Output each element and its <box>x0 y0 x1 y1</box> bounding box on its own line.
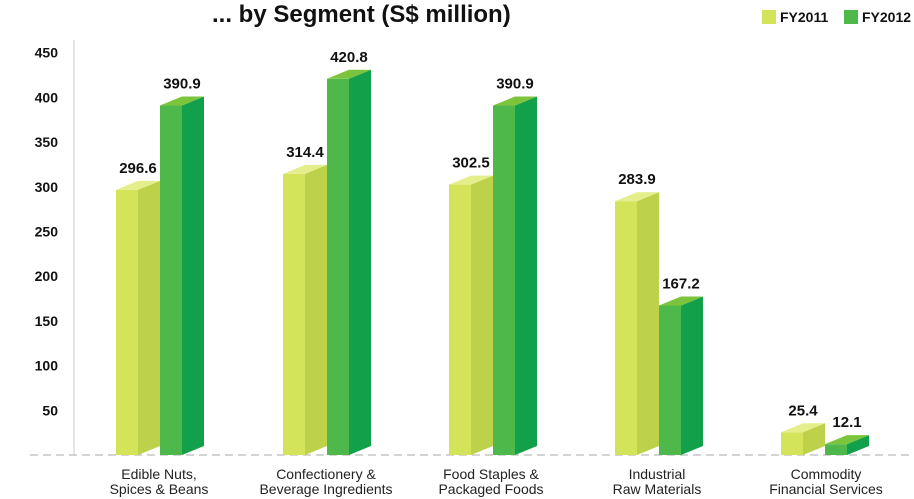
bar-top-face <box>825 435 869 445</box>
y-tick-label: 150 <box>35 313 59 329</box>
bar-top-face <box>283 164 327 174</box>
bar-front-face <box>781 432 803 455</box>
legend-label-fy2012: FY2012 <box>862 9 911 25</box>
bar-fy2011 <box>116 180 160 455</box>
bar-top-face <box>449 175 493 185</box>
y-tick-label: 400 <box>35 89 59 105</box>
bar-fy2012 <box>327 69 371 455</box>
bar-front-face <box>116 189 138 455</box>
bar-front-face <box>615 201 637 455</box>
y-tick-label: 300 <box>35 179 59 195</box>
y-axis-ticks: 50 100 150 200 250 300 350 400 450 <box>35 45 59 419</box>
value-label-fy2012: 167.2 <box>662 276 700 293</box>
bar-top-face <box>781 423 825 433</box>
category-label: Confectionery & <box>276 466 376 482</box>
bar-fy2011 <box>449 175 493 455</box>
legend-swatch-fy2012 <box>844 10 858 24</box>
bar-top-face <box>327 69 371 79</box>
y-tick-label: 200 <box>35 268 59 284</box>
value-labels: 296.6 314.4 302.5 283.9 25.4 390.9 420.8 390.9 1… <box>119 49 861 431</box>
bar-front-face <box>659 305 681 455</box>
bar-side-face <box>681 296 703 455</box>
bar-front-face <box>160 105 182 455</box>
bar-fy2012 <box>659 296 703 455</box>
category-labels: Edible Nuts,Spices & Beans Confectionery … <box>110 466 883 497</box>
legend-label-fy2011: FY2011 <box>780 9 828 25</box>
category-label: Commodity <box>791 466 862 482</box>
legend-swatch-fy2011 <box>762 10 776 24</box>
bar-side-face <box>847 435 869 455</box>
value-label-fy2011: 296.6 <box>119 160 157 177</box>
bar-side-face <box>471 175 493 455</box>
bar-side-face <box>349 69 371 455</box>
category-label: Industrial <box>629 466 686 482</box>
bar-front-face <box>493 105 515 455</box>
bar-series <box>116 69 869 456</box>
value-label-fy2012: 390.9 <box>163 76 201 93</box>
bar-top-face <box>116 180 160 190</box>
y-tick-label: 250 <box>35 224 59 240</box>
bar-side-face <box>138 180 160 455</box>
bar-fy2012 <box>493 96 537 455</box>
y-tick-label: 350 <box>35 134 59 150</box>
y-tick-label: 100 <box>35 358 59 374</box>
bar-side-face <box>305 164 327 456</box>
bar-top-face <box>160 96 204 106</box>
category-label: Beverage Ingredients <box>259 481 392 497</box>
category-label: Financial Services <box>769 481 883 497</box>
category-label: Edible Nuts, <box>121 466 196 482</box>
bar-side-face <box>515 96 537 455</box>
value-label-fy2012: 390.9 <box>496 76 534 93</box>
bar-fy2012 <box>825 435 869 455</box>
bar-front-face <box>283 173 305 456</box>
category-label: Raw Materials <box>613 481 702 497</box>
value-label-fy2011: 314.4 <box>286 144 324 161</box>
bar-side-face <box>803 423 825 455</box>
bar-top-face <box>493 96 537 106</box>
bar-fy2012 <box>160 96 204 455</box>
bar-top-face <box>659 296 703 306</box>
bar-side-face <box>182 96 204 455</box>
bar-fy2011 <box>781 423 825 455</box>
value-label-fy2012: 12.1 <box>832 414 861 431</box>
category-label: Spices & Beans <box>110 481 209 497</box>
value-label-fy2011: 283.9 <box>618 171 656 188</box>
bar-fy2011 <box>615 192 659 455</box>
bar-front-face <box>449 184 471 455</box>
value-label-fy2011: 25.4 <box>788 402 818 419</box>
value-label-fy2011: 302.5 <box>452 155 490 172</box>
bar-fy2011 <box>283 164 327 456</box>
value-label-fy2012: 420.8 <box>330 49 368 66</box>
y-tick-label: 450 <box>35 45 59 61</box>
chart-title: ... by Segment (S$ million) <box>212 1 511 28</box>
bar-side-face <box>637 192 659 455</box>
category-label: Food Staples & <box>443 466 539 482</box>
bar-top-face <box>615 192 659 202</box>
category-label: Packaged Foods <box>438 481 543 497</box>
bar-front-face <box>825 444 847 455</box>
y-tick-label: 50 <box>42 402 58 418</box>
chart-legend: FY2011 FY2012 <box>762 9 911 25</box>
bar-front-face <box>327 78 349 455</box>
